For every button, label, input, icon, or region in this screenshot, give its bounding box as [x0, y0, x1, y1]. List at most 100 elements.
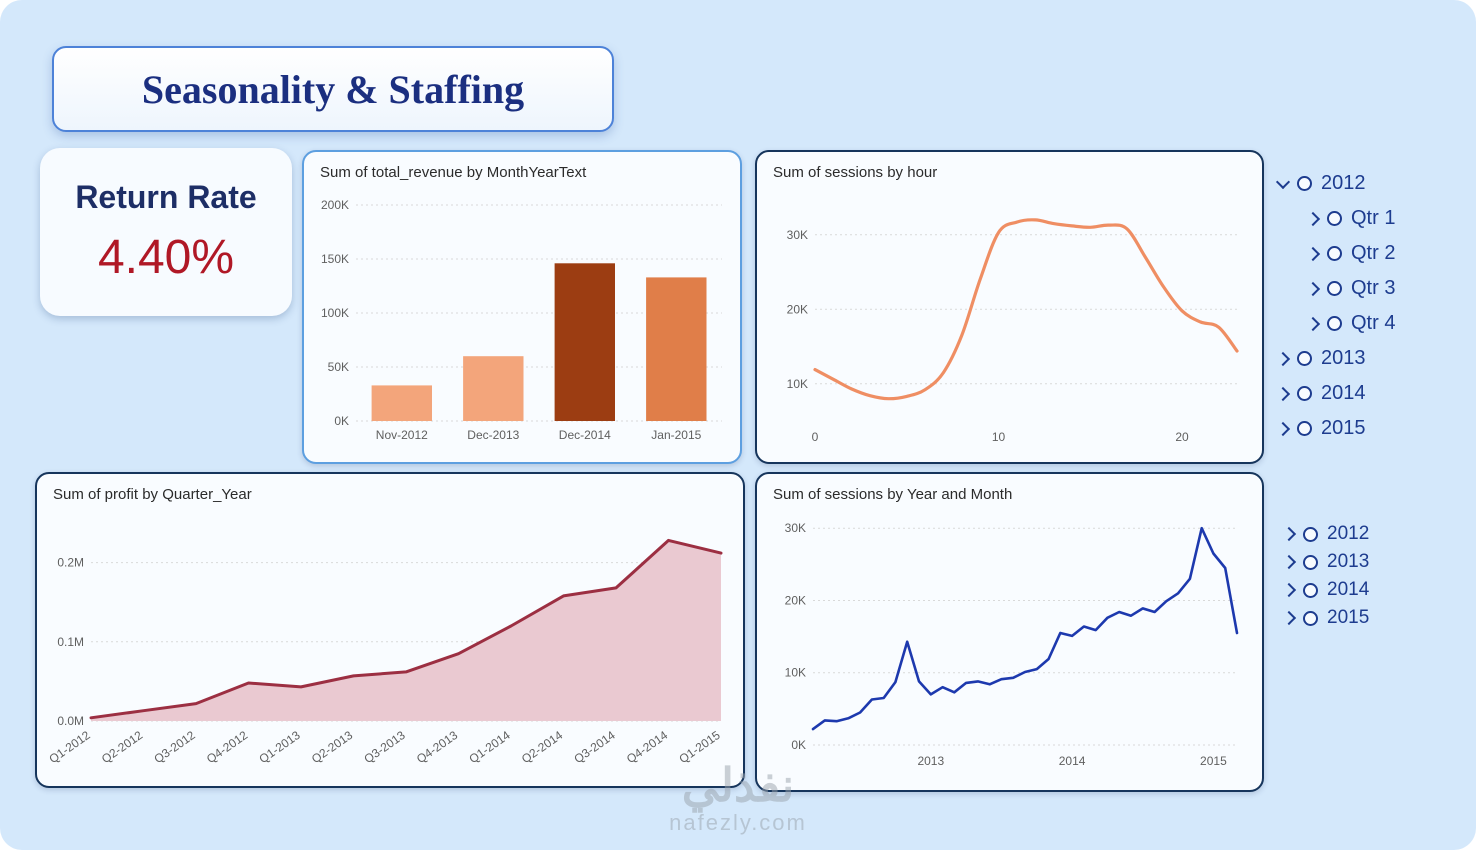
return-rate-card: Return Rate 4.40%: [40, 148, 292, 316]
radio-button[interactable]: [1303, 554, 1318, 570]
svg-text:Jan-2015: Jan-2015: [651, 428, 701, 442]
radio-button[interactable]: [1303, 582, 1318, 598]
svg-text:Dec-2013: Dec-2013: [467, 428, 519, 442]
chevron-right-icon[interactable]: [1281, 554, 1297, 570]
svg-text:150K: 150K: [321, 252, 349, 266]
slicer-item-2015[interactable]: 2015: [1275, 411, 1474, 446]
svg-text:30K: 30K: [787, 228, 808, 242]
svg-text:10K: 10K: [787, 377, 808, 391]
chevron-right-icon[interactable]: [1305, 316, 1321, 331]
radio-button[interactable]: [1327, 316, 1342, 331]
svg-text:50K: 50K: [328, 360, 349, 374]
radio-button[interactable]: [1327, 281, 1342, 296]
slicer-item-2012[interactable]: 2012: [1281, 520, 1474, 548]
date-hierarchy-slicer: 2012 Qtr 1 Qtr 2 Qtr 3 Qtr 4 2013 2014 2015: [1275, 166, 1474, 446]
slicer-item-label: Qtr 2: [1351, 242, 1396, 264]
slicer-item-2014[interactable]: 2014: [1275, 376, 1474, 411]
kpi-label: Return Rate: [75, 179, 257, 215]
svg-text:2014: 2014: [1059, 754, 1086, 768]
radio-button[interactable]: [1297, 351, 1312, 366]
radio-button[interactable]: [1297, 176, 1312, 191]
slicer-item-2013[interactable]: 2013: [1275, 341, 1474, 376]
watermark-domain-text: nafezly.com: [669, 810, 807, 835]
slicer-item-2014[interactable]: 2014: [1281, 576, 1474, 604]
svg-text:200K: 200K: [321, 198, 349, 212]
slicer-item-label: 2014: [1321, 382, 1366, 404]
svg-text:Q3-2013: Q3-2013: [361, 728, 408, 766]
svg-text:Q1-2012: Q1-2012: [46, 728, 93, 766]
chevron-right-icon[interactable]: [1275, 421, 1291, 436]
chevron-right-icon[interactable]: [1305, 211, 1321, 226]
slicer-item-label: Qtr 3: [1351, 277, 1396, 299]
svg-text:0.0M: 0.0M: [57, 714, 84, 728]
radio-button[interactable]: [1303, 526, 1318, 542]
chevron-right-icon[interactable]: [1275, 351, 1291, 366]
slicer-item-qtr-2[interactable]: Qtr 2: [1305, 236, 1474, 271]
svg-text:0.2M: 0.2M: [57, 556, 84, 570]
radio-button[interactable]: [1297, 386, 1312, 401]
svg-text:20: 20: [1175, 430, 1189, 444]
slicer-item-2012[interactable]: 2012: [1275, 166, 1474, 201]
svg-text:20K: 20K: [787, 302, 808, 316]
svg-text:Q1-2015: Q1-2015: [676, 728, 723, 766]
svg-text:Q2-2012: Q2-2012: [99, 728, 146, 766]
svg-text:Dec-2014: Dec-2014: [559, 428, 611, 442]
svg-text:2015: 2015: [1200, 754, 1227, 768]
svg-text:0K: 0K: [334, 414, 349, 428]
svg-text:Q2-2014: Q2-2014: [519, 728, 566, 766]
slicer-item-label: 2012: [1327, 523, 1370, 544]
sessions-month-chart-card: Sum of sessions by Year and Month 0K 10K 2…: [755, 472, 1264, 792]
radio-button[interactable]: [1303, 610, 1318, 626]
profit-chart-title: Sum of profit by Quarter_Year: [53, 486, 252, 503]
sessions-month-chart-title: Sum of sessions by Year and Month: [773, 486, 1013, 503]
slicer-item-2015[interactable]: 2015: [1281, 604, 1474, 632]
page-title: Seasonality & Staffing: [141, 66, 525, 112]
slicer-item-label: 2015: [1327, 607, 1370, 628]
svg-text:0.1M: 0.1M: [57, 635, 84, 649]
svg-text:30K: 30K: [785, 521, 806, 535]
svg-text:Q4-2013: Q4-2013: [414, 728, 461, 766]
svg-text:0: 0: [812, 430, 819, 444]
radio-button[interactable]: [1327, 211, 1342, 226]
svg-text:10: 10: [992, 430, 1006, 444]
profit-area-chart[interactable]: 0.0M 0.1M 0.2M Q1-2012 Q2-2012 Q3-2012 Q4-2012…: [43, 509, 735, 782]
profit-chart-card: Sum of profit by Quarter_Year 0.0M 0.1M 0.…: [35, 472, 745, 788]
slicer-item-qtr-3[interactable]: Qtr 3: [1305, 271, 1474, 306]
svg-text:Q1-2014: Q1-2014: [466, 728, 513, 766]
chevron-right-icon[interactable]: [1305, 281, 1321, 296]
revenue-chart-card: Sum of total_revenue by MonthYearText 0K…: [302, 150, 742, 464]
svg-text:100K: 100K: [321, 306, 349, 320]
svg-text:Q3-2012: Q3-2012: [151, 728, 198, 766]
sessions-month-line-chart[interactable]: 0K 10K 20K 30K 2013 2014 2015: [763, 509, 1253, 786]
chevron-right-icon[interactable]: [1281, 610, 1297, 626]
svg-text:Q4-2014: Q4-2014: [624, 728, 671, 766]
svg-text:10K: 10K: [785, 666, 806, 680]
chevron-right-icon[interactable]: [1275, 386, 1291, 401]
svg-text:Q3-2014: Q3-2014: [571, 728, 618, 766]
svg-text:Q2-2013: Q2-2013: [309, 728, 356, 766]
slicer-item-label: 2013: [1327, 551, 1370, 572]
slicer-item-label: Qtr 1: [1351, 207, 1396, 229]
sessions-hour-chart-title: Sum of sessions by hour: [773, 164, 938, 181]
slicer-item-label: 2015: [1321, 417, 1366, 439]
slicer-item-label: 2013: [1321, 347, 1366, 369]
slicer-item-qtr-1[interactable]: Qtr 1: [1305, 201, 1474, 236]
chevron-down-icon[interactable]: [1275, 174, 1291, 190]
svg-text:20K: 20K: [785, 593, 806, 607]
revenue-bar-chart[interactable]: 0K 50K 100K 150K 200K Nov-2012 Dec-2013 Dec-201…: [310, 191, 730, 458]
revenue-chart-title: Sum of total_revenue by MonthYearText: [320, 164, 587, 181]
radio-button[interactable]: [1327, 246, 1342, 261]
svg-text:Nov-2012: Nov-2012: [376, 428, 428, 442]
sessions-hour-chart-card: Sum of sessions by hour 10K 20K 30K 0 10 20: [755, 150, 1264, 464]
chevron-right-icon[interactable]: [1281, 582, 1297, 598]
chevron-right-icon[interactable]: [1305, 246, 1321, 261]
radio-button[interactable]: [1297, 421, 1312, 436]
slicer-item-qtr-4[interactable]: Qtr 4: [1305, 306, 1474, 341]
sessions-hour-line-chart[interactable]: 10K 20K 30K 0 10 20: [763, 191, 1253, 458]
slicer-item-label: 2014: [1327, 579, 1370, 600]
slicer-item-2013[interactable]: 2013: [1281, 548, 1474, 576]
chevron-right-icon[interactable]: [1281, 526, 1297, 542]
slicer-item-label: 2012: [1321, 172, 1366, 194]
svg-text:Q4-2012: Q4-2012: [204, 728, 251, 766]
